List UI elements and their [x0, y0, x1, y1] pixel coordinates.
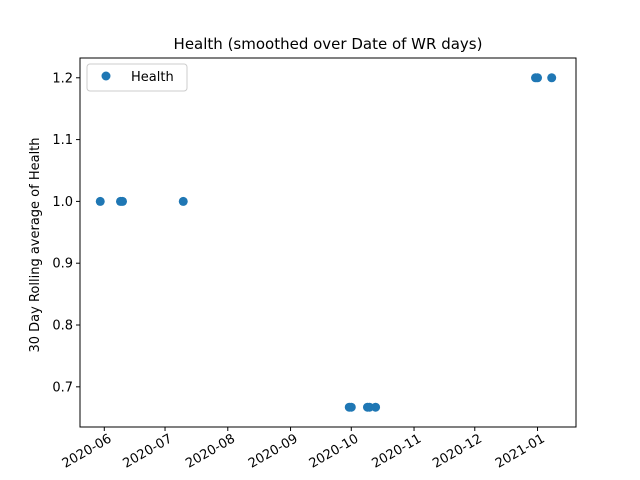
- legend-box: [86, 63, 188, 92]
- data-points: [95, 73, 557, 412]
- data-point: [178, 196, 188, 206]
- y-tick-label: 0.7: [52, 380, 73, 395]
- y-tick-label: 0.9: [52, 257, 73, 272]
- data-point: [371, 402, 381, 412]
- data-point: [547, 73, 557, 83]
- y-tick-label: 1.1: [52, 133, 73, 148]
- data-point: [533, 73, 543, 83]
- legend-marker: [101, 71, 111, 81]
- legend-label: Health: [131, 70, 174, 85]
- y-axis-title: 30 Day Rolling average of Health: [28, 137, 43, 352]
- y-tick-label: 1.0: [52, 195, 73, 210]
- data-point: [95, 196, 105, 206]
- y-tick-label: 1.2: [52, 71, 73, 86]
- y-axis: 0.7 0.8 0.9 1.0 1.1 1.2: [52, 71, 80, 395]
- data-point: [118, 196, 128, 206]
- chart-title: Health (smoothed over Date of WR days): [174, 35, 483, 53]
- plot-frame: [79, 57, 577, 428]
- legend: Health: [86, 63, 188, 92]
- y-tick-label: 0.8: [52, 319, 73, 334]
- data-point: [346, 402, 356, 412]
